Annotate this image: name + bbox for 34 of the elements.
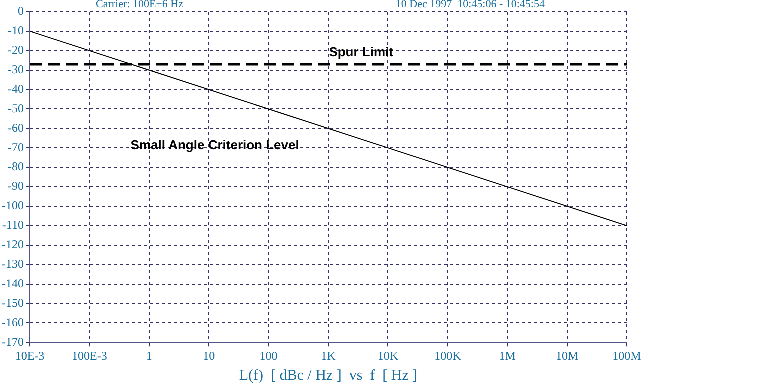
x-tick-label: 10E-3	[15, 348, 45, 363]
text: 10 Dec 1997 10:45:06 - 10:45:54	[396, 0, 546, 10]
y-tick-label: -70	[8, 140, 24, 154]
series-label: Small Angle Criterion Level	[130, 137, 300, 152]
x-tick-label: 100K	[434, 348, 462, 363]
y-tick-label: -110	[2, 218, 24, 232]
y-tick-label: -30	[8, 62, 24, 76]
y-tick-label: 0	[18, 4, 24, 18]
y-tick-label: -120	[2, 238, 24, 252]
x-tick-label: 10	[203, 348, 216, 363]
x-tick-label: 100E-3	[72, 348, 108, 363]
y-tick-label: -170	[2, 334, 24, 349]
y-tick-label: -100	[2, 198, 24, 213]
y-tick-label: -80	[8, 160, 24, 174]
y-tick-label: -20	[8, 43, 24, 58]
y-tick-label: -160	[2, 315, 24, 330]
x-tick-label: 1	[146, 348, 152, 363]
y-tick-label: -40	[8, 82, 24, 96]
y-tick-label: -130	[2, 256, 24, 271]
x-tick-label: 100M	[612, 348, 642, 363]
y-tick-label: -50	[8, 101, 24, 116]
y-tick-label: -60	[8, 120, 24, 135]
y-tick-label: -140	[2, 276, 24, 290]
x-tick-label: 100	[260, 348, 278, 363]
x-tick-label: 10K	[378, 348, 399, 363]
x-tick-label: 10M	[556, 348, 579, 363]
x-tick-label: 1M	[499, 348, 516, 363]
ref-line-label: Spur Limit	[329, 44, 394, 60]
y-tick-label: -90	[8, 179, 24, 194]
y-tick-label: -150	[2, 296, 24, 310]
x-tick-label: 1K	[321, 348, 336, 363]
text: Carrier: 100E+6 Hz	[96, 0, 184, 10]
x-axis-title: L(f) [ dBc / Hz ] vs f [ Hz ]	[239, 368, 418, 384]
y-tick-label: -10	[8, 24, 24, 38]
